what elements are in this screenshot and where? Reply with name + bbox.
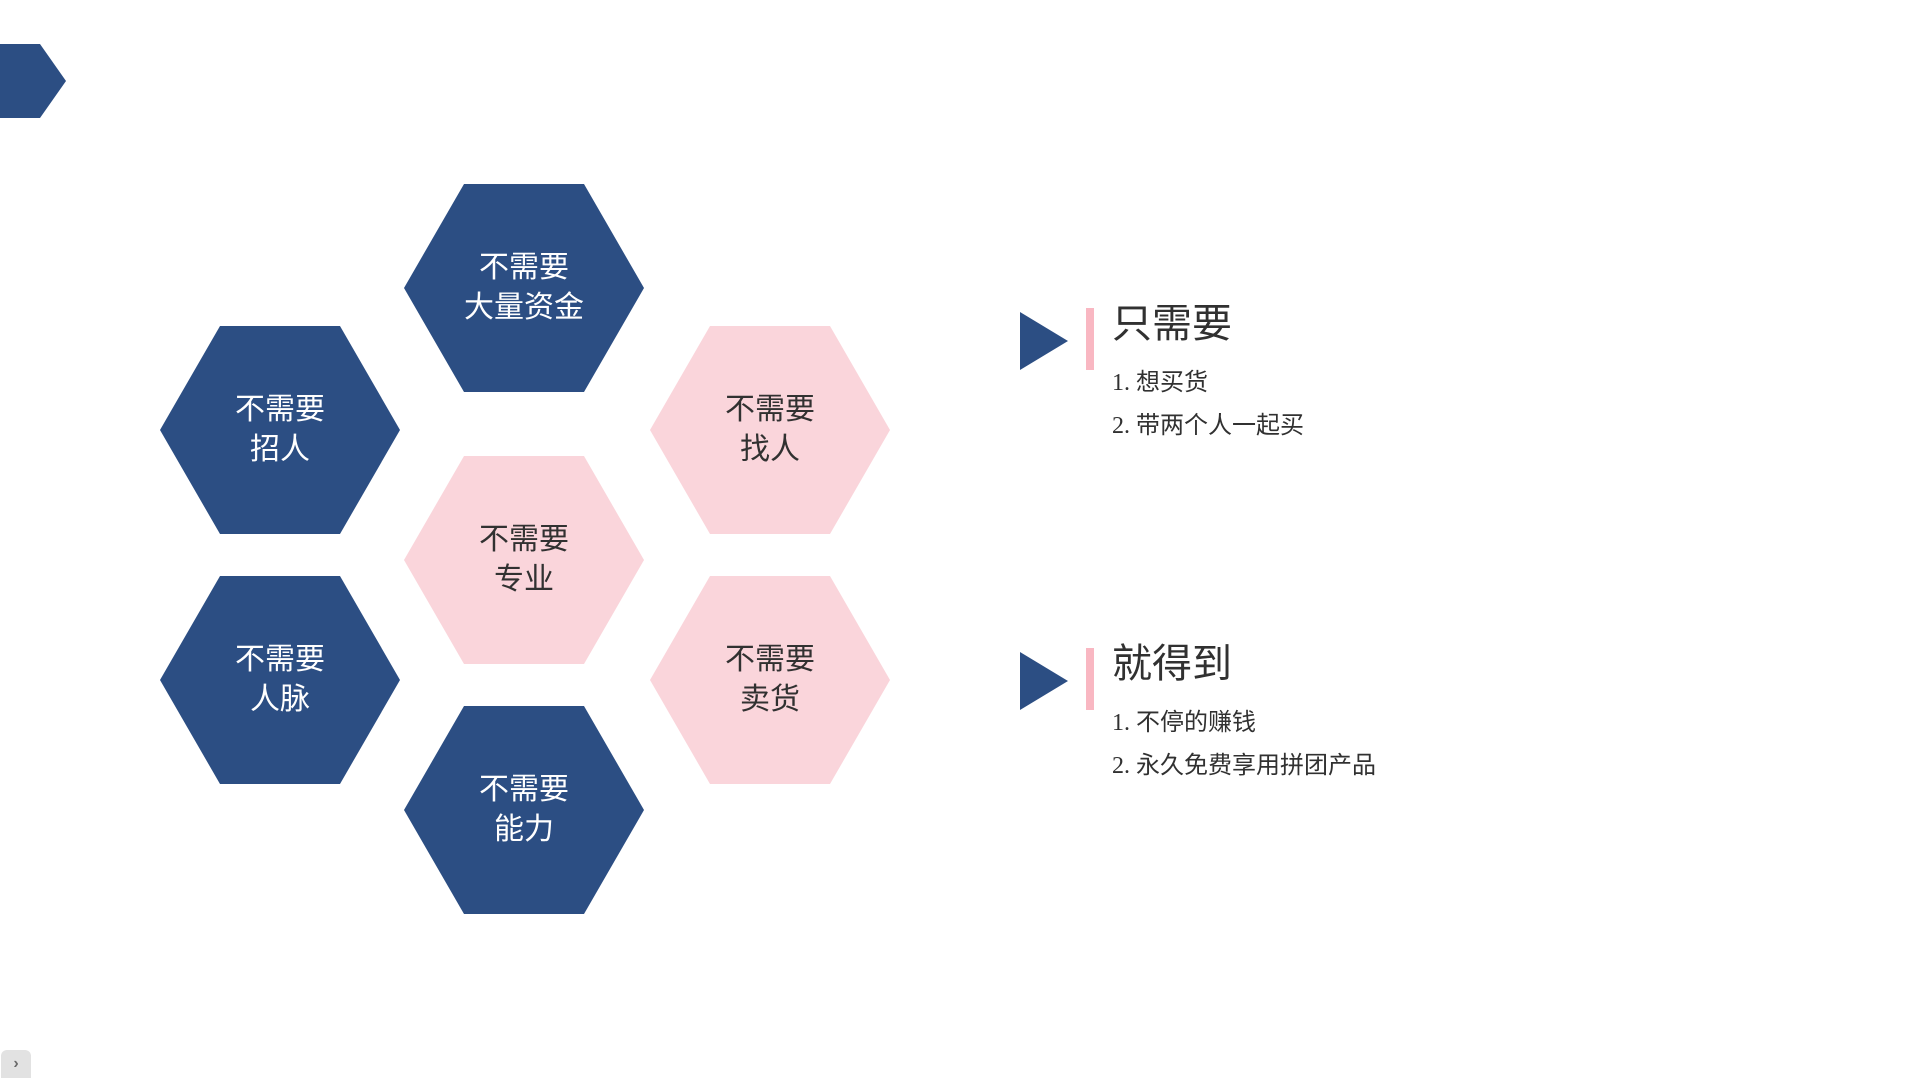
section-text: 就得到 1. 不停的赚钱 2. 永久免费享用拼团产品 bbox=[1112, 640, 1376, 788]
hex-find-people: 不需要 找人 bbox=[650, 326, 890, 534]
section-item: 2. 带两个人一起买 bbox=[1112, 405, 1304, 448]
hex-label-line1: 不需要 bbox=[479, 770, 569, 811]
play-icon bbox=[1020, 652, 1068, 710]
hex-label-line1: 不需要 bbox=[725, 390, 815, 431]
hex-label-line1: 不需要 bbox=[725, 640, 815, 681]
hexagon-cluster: 不需要 大量资金 不需要 招人 不需要 找人 不需要 专业 不需要 人脉 不需要… bbox=[0, 0, 1920, 1080]
play-icon bbox=[1020, 312, 1068, 370]
hex-label-line1: 不需要 bbox=[235, 390, 325, 431]
hex-expertise: 不需要 专业 bbox=[404, 456, 644, 664]
hex-label-line1: 不需要 bbox=[479, 520, 569, 561]
section-item: 1. 不停的赚钱 bbox=[1112, 702, 1376, 745]
hex-label-line2: 找人 bbox=[725, 430, 815, 471]
hex-label-line1: 不需要 bbox=[235, 640, 325, 681]
section-title: 只需要 bbox=[1112, 300, 1304, 348]
hex-label-line2: 大量资金 bbox=[464, 288, 584, 329]
accent-bar bbox=[1086, 308, 1094, 370]
section-need: 只需要 1. 想买货 2. 带两个人一起买 bbox=[1020, 300, 1304, 448]
chevron-right-icon: › bbox=[13, 1055, 18, 1073]
hex-label-line2: 人脉 bbox=[235, 680, 325, 721]
hex-label-line2: 专业 bbox=[479, 560, 569, 601]
hex-label-line2: 招人 bbox=[235, 430, 325, 471]
hex-label-line2: 能力 bbox=[479, 810, 569, 851]
hex-connections: 不需要 人脉 bbox=[160, 576, 400, 784]
hex-label-line2: 卖货 bbox=[725, 680, 815, 721]
hex-sell: 不需要 卖货 bbox=[650, 576, 890, 784]
hex-label-line1: 不需要 bbox=[464, 248, 584, 289]
section-text: 只需要 1. 想买货 2. 带两个人一起买 bbox=[1112, 300, 1304, 448]
next-slide-button[interactable]: › bbox=[1, 1050, 31, 1078]
section-item: 1. 想买货 bbox=[1112, 362, 1304, 405]
section-title: 就得到 bbox=[1112, 640, 1376, 688]
section-get: 就得到 1. 不停的赚钱 2. 永久免费享用拼团产品 bbox=[1020, 640, 1376, 788]
accent-bar bbox=[1086, 648, 1094, 710]
hex-funding: 不需要 大量资金 bbox=[404, 184, 644, 392]
hex-ability: 不需要 能力 bbox=[404, 706, 644, 914]
hex-recruit: 不需要 招人 bbox=[160, 326, 400, 534]
section-item: 2. 永久免费享用拼团产品 bbox=[1112, 745, 1376, 788]
